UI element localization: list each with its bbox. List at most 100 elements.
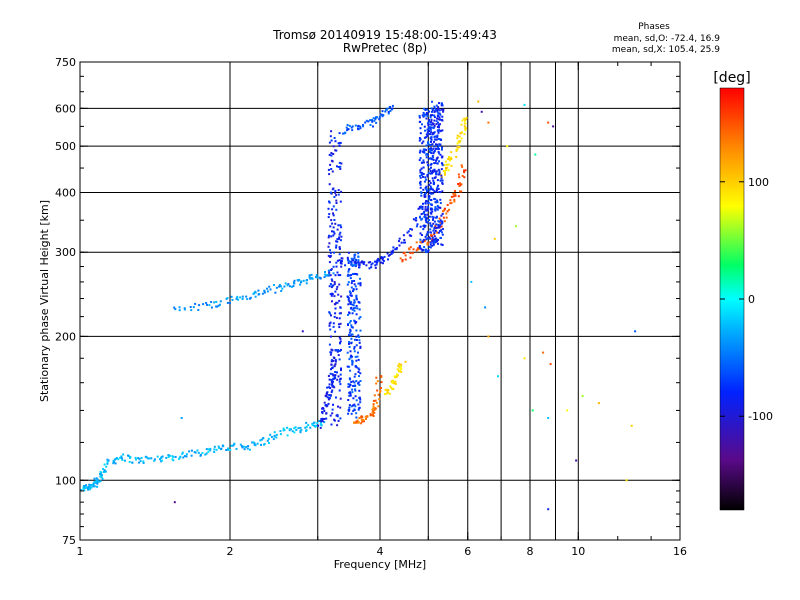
data-point bbox=[445, 168, 448, 171]
data-point bbox=[464, 169, 467, 172]
data-point bbox=[332, 226, 335, 229]
data-point bbox=[331, 366, 334, 369]
data-point bbox=[328, 343, 331, 346]
data-point bbox=[381, 257, 384, 260]
data-point bbox=[433, 162, 436, 165]
data-point bbox=[106, 461, 109, 464]
data-point bbox=[336, 301, 339, 304]
data-point bbox=[422, 188, 425, 191]
data-point bbox=[331, 408, 334, 411]
data-point bbox=[357, 260, 360, 263]
data-point bbox=[330, 368, 332, 371]
data-point bbox=[355, 321, 358, 323]
data-point bbox=[418, 247, 421, 250]
data-point bbox=[419, 132, 422, 135]
data-point bbox=[332, 212, 334, 215]
data-point bbox=[335, 349, 337, 351]
data-point bbox=[355, 420, 358, 423]
data-point bbox=[353, 256, 356, 259]
data-point bbox=[363, 420, 365, 423]
data-point bbox=[330, 423, 333, 426]
data-point bbox=[173, 501, 176, 504]
data-point bbox=[101, 477, 104, 480]
data-point bbox=[438, 102, 440, 105]
data-point bbox=[428, 150, 431, 153]
data-point bbox=[419, 171, 422, 174]
data-point bbox=[363, 261, 366, 264]
data-point bbox=[431, 177, 434, 180]
data-point bbox=[370, 266, 373, 269]
data-point bbox=[257, 289, 260, 292]
data-point bbox=[547, 121, 550, 124]
data-point bbox=[210, 306, 213, 309]
data-point bbox=[438, 170, 441, 173]
data-point bbox=[445, 216, 448, 219]
data-point bbox=[245, 295, 248, 298]
data-point bbox=[350, 274, 352, 277]
data-point bbox=[365, 119, 368, 122]
data-point bbox=[335, 246, 338, 249]
data-point bbox=[336, 415, 339, 418]
data-point bbox=[426, 190, 428, 193]
data-point bbox=[332, 385, 335, 388]
data-point bbox=[412, 248, 415, 251]
data-point bbox=[459, 190, 461, 193]
data-point bbox=[252, 441, 255, 444]
data-point bbox=[403, 251, 406, 254]
data-point bbox=[367, 120, 370, 123]
data-point bbox=[376, 261, 379, 264]
data-point bbox=[293, 279, 296, 282]
data-point bbox=[446, 210, 449, 213]
data-point bbox=[356, 307, 359, 310]
data-point bbox=[347, 313, 349, 316]
data-point bbox=[350, 326, 353, 328]
data-point bbox=[320, 421, 322, 424]
data-point bbox=[432, 216, 435, 219]
data-point bbox=[390, 380, 393, 383]
data-point bbox=[452, 192, 455, 195]
data-point bbox=[330, 294, 333, 297]
data-point bbox=[336, 424, 339, 427]
data-point bbox=[213, 451, 216, 453]
data-point bbox=[331, 412, 334, 415]
data-point bbox=[461, 165, 464, 168]
data-point bbox=[497, 375, 499, 378]
data-point bbox=[361, 420, 364, 423]
data-point bbox=[439, 224, 442, 226]
data-point bbox=[351, 280, 354, 283]
data-point bbox=[437, 226, 440, 229]
data-point bbox=[437, 121, 439, 124]
data-point bbox=[333, 295, 336, 298]
data-point bbox=[425, 234, 428, 237]
data-point bbox=[399, 257, 402, 260]
data-point bbox=[339, 231, 342, 234]
data-point bbox=[171, 458, 174, 461]
data-point bbox=[347, 273, 350, 276]
data-point bbox=[461, 174, 464, 177]
data-point bbox=[330, 348, 333, 351]
data-point bbox=[431, 240, 434, 243]
data-point bbox=[353, 346, 356, 348]
data-point bbox=[330, 381, 333, 383]
data-point bbox=[353, 375, 356, 378]
data-point bbox=[387, 389, 390, 391]
data-point bbox=[430, 107, 433, 110]
data-point bbox=[178, 309, 181, 312]
data-point bbox=[431, 236, 434, 239]
data-point bbox=[266, 439, 269, 442]
data-point bbox=[337, 293, 340, 296]
data-point bbox=[358, 317, 361, 320]
data-point bbox=[325, 412, 328, 415]
data-point bbox=[436, 208, 439, 211]
data-point bbox=[340, 259, 343, 262]
data-point bbox=[373, 409, 376, 411]
data-point bbox=[257, 293, 260, 296]
data-point bbox=[256, 442, 259, 445]
data-point bbox=[378, 118, 381, 121]
data-point bbox=[428, 127, 431, 130]
data-point bbox=[351, 303, 354, 306]
data-point bbox=[374, 260, 376, 263]
data-point bbox=[430, 187, 433, 190]
data-point bbox=[190, 449, 193, 452]
